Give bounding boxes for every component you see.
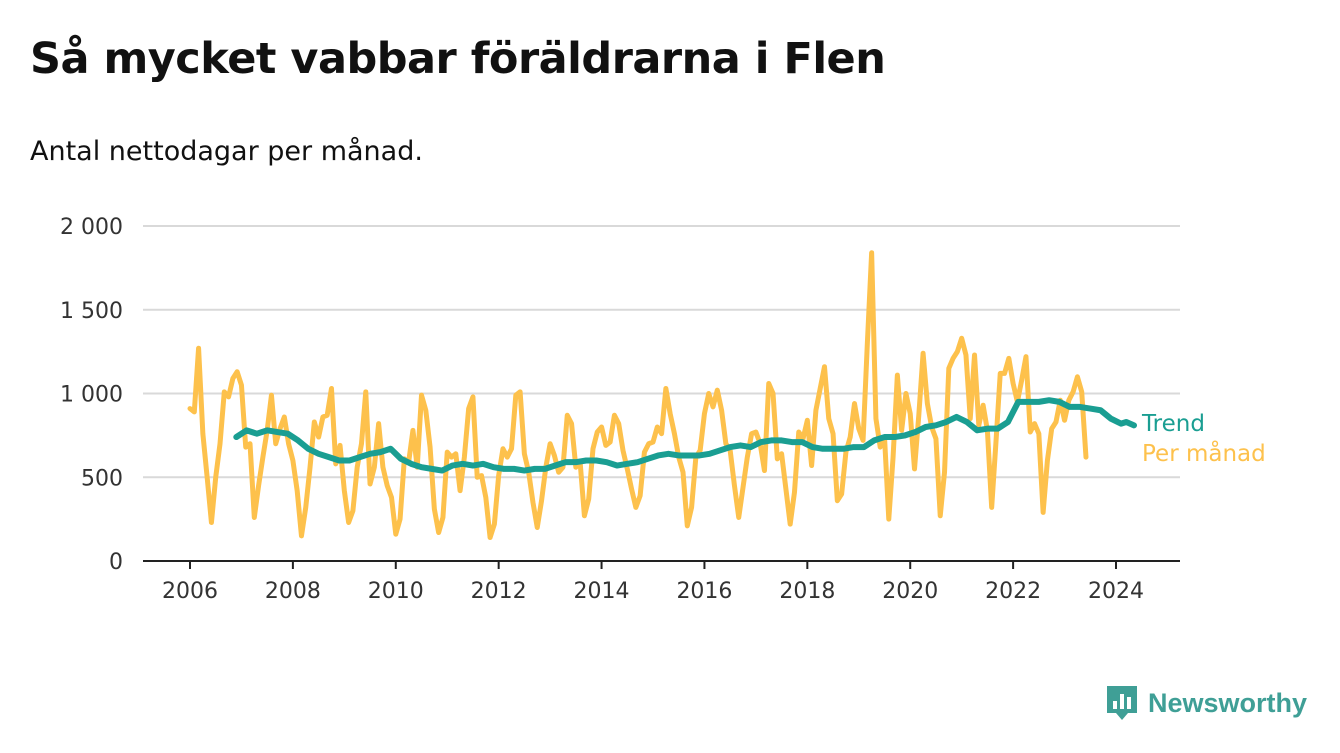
chart-title: Så mycket vabbar föräldrarna i Flen (30, 34, 886, 84)
x-tick-label: 2010 (368, 579, 424, 604)
series-lines (187, 250, 1138, 541)
x-tick-label: 2016 (676, 579, 732, 604)
series-trend-line (233, 397, 1138, 474)
x-tick-label: 2012 (471, 579, 527, 604)
x-tick-label: 2022 (985, 579, 1041, 604)
series-per-manad-line (187, 250, 1089, 541)
brand-name: Newsworthy (1148, 687, 1308, 718)
series-label-per-manad: Per månad (1142, 439, 1266, 467)
newsworthy-icon (1107, 686, 1137, 720)
chart-subtitle: Antal nettodagar per månad. (30, 136, 423, 167)
y-axis-ticks: 0 500 1 000 1 500 2 000 (60, 215, 123, 575)
brand-logo: Newsworthy (1104, 683, 1307, 723)
y-tick-label: 1 000 (60, 383, 123, 408)
x-tick-label: 2020 (882, 579, 938, 604)
x-axis-ticks: 2006 2008 2010 2012 2014 2016 2018 2020 2022 2024 (162, 561, 1144, 604)
y-tick-label: 500 (81, 466, 123, 491)
x-tick-label: 2024 (1088, 579, 1144, 604)
y-tick-label: 1 500 (60, 299, 123, 324)
x-tick-label: 2014 (574, 579, 630, 604)
x-tick-label: 2006 (162, 579, 218, 604)
series-label-trend: Trend (1141, 411, 1205, 437)
y-tick-label: 0 (109, 550, 123, 575)
y-tick-label: 2 000 (60, 215, 123, 240)
x-tick-label: 2018 (779, 579, 835, 604)
x-tick-label: 2008 (265, 579, 321, 604)
grid-lines (143, 225, 1180, 479)
